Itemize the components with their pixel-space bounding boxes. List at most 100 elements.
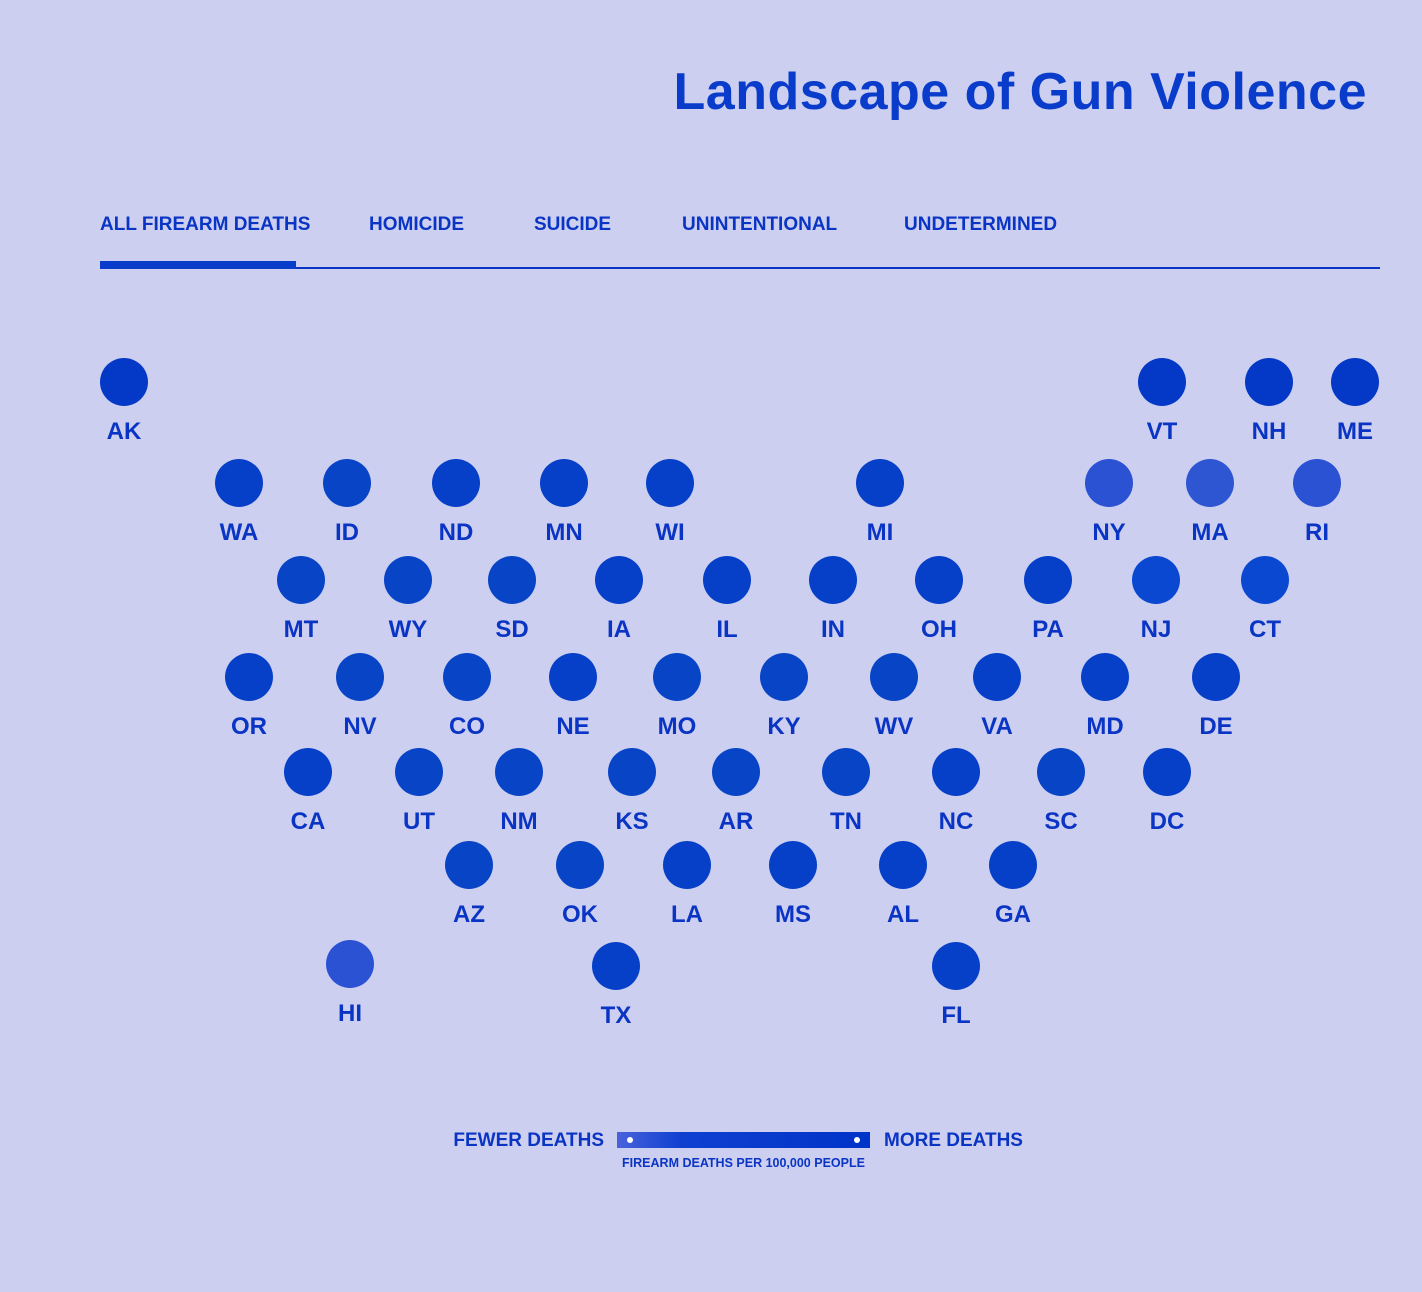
state-dot[interactable] xyxy=(1241,556,1289,604)
state-dot[interactable] xyxy=(432,459,480,507)
state-dot[interactable] xyxy=(100,358,148,406)
state-dot[interactable] xyxy=(973,653,1021,701)
state-tile-mi[interactable]: MI xyxy=(840,459,920,547)
tab-all-firearm-deaths[interactable]: ALL FIREARM DEATHS xyxy=(100,214,311,235)
tab-homicide[interactable]: HOMICIDE xyxy=(369,214,464,235)
state-dot[interactable] xyxy=(326,940,374,988)
state-tile-nc[interactable]: NC xyxy=(916,748,996,836)
state-tile-ky[interactable]: KY xyxy=(744,653,824,741)
state-tile-pa[interactable]: PA xyxy=(1008,556,1088,644)
state-dot[interactable] xyxy=(712,748,760,796)
state-tile-sd[interactable]: SD xyxy=(472,556,552,644)
state-dot[interactable] xyxy=(760,653,808,701)
state-tile-oh[interactable]: OH xyxy=(899,556,979,644)
state-dot[interactable] xyxy=(1186,459,1234,507)
state-tile-nd[interactable]: ND xyxy=(416,459,496,547)
state-tile-vt[interactable]: VT xyxy=(1122,358,1202,446)
state-tile-nm[interactable]: NM xyxy=(479,748,559,836)
state-tile-ne[interactable]: NE xyxy=(533,653,613,741)
state-dot[interactable] xyxy=(703,556,751,604)
state-tile-mt[interactable]: MT xyxy=(261,556,341,644)
state-tile-tn[interactable]: TN xyxy=(806,748,886,836)
state-tile-me[interactable]: ME xyxy=(1315,358,1395,446)
state-dot[interactable] xyxy=(1245,358,1293,406)
state-dot[interactable] xyxy=(1132,556,1180,604)
state-tile-az[interactable]: AZ xyxy=(429,841,509,929)
state-dot[interactable] xyxy=(323,459,371,507)
state-tile-ak[interactable]: AK xyxy=(84,358,164,446)
state-dot[interactable] xyxy=(277,556,325,604)
state-dot[interactable] xyxy=(336,653,384,701)
state-dot[interactable] xyxy=(809,556,857,604)
state-tile-ms[interactable]: MS xyxy=(753,841,833,929)
state-dot[interactable] xyxy=(870,653,918,701)
state-dot[interactable] xyxy=(932,942,980,990)
state-dot[interactable] xyxy=(445,841,493,889)
state-tile-ok[interactable]: OK xyxy=(540,841,620,929)
state-tile-ga[interactable]: GA xyxy=(973,841,1053,929)
state-tile-wy[interactable]: WY xyxy=(368,556,448,644)
tab-unintentional[interactable]: UNINTENTIONAL xyxy=(682,214,838,235)
state-tile-va[interactable]: VA xyxy=(957,653,1037,741)
state-dot[interactable] xyxy=(989,841,1037,889)
state-tile-il[interactable]: IL xyxy=(687,556,767,644)
state-tile-nh[interactable]: NH xyxy=(1229,358,1309,446)
state-tile-al[interactable]: AL xyxy=(863,841,943,929)
state-dot[interactable] xyxy=(443,653,491,701)
state-dot[interactable] xyxy=(1037,748,1085,796)
state-tile-dc[interactable]: DC xyxy=(1127,748,1207,836)
state-tile-hi[interactable]: HI xyxy=(310,940,390,1028)
state-tile-ma[interactable]: MA xyxy=(1170,459,1250,547)
state-dot[interactable] xyxy=(384,556,432,604)
state-tile-nj[interactable]: NJ xyxy=(1116,556,1196,644)
state-dot[interactable] xyxy=(915,556,963,604)
tab-undetermined[interactable]: UNDETERMINED xyxy=(904,214,1058,235)
state-tile-ny[interactable]: NY xyxy=(1069,459,1149,547)
state-dot[interactable] xyxy=(1081,653,1129,701)
state-dot[interactable] xyxy=(932,748,980,796)
state-dot[interactable] xyxy=(595,556,643,604)
state-dot[interactable] xyxy=(879,841,927,889)
state-tile-de[interactable]: DE xyxy=(1176,653,1256,741)
state-dot[interactable] xyxy=(215,459,263,507)
tab-suicide[interactable]: SUICIDE xyxy=(534,214,612,235)
state-dot[interactable] xyxy=(1085,459,1133,507)
state-dot[interactable] xyxy=(556,841,604,889)
state-dot[interactable] xyxy=(495,748,543,796)
state-tile-wa[interactable]: WA xyxy=(199,459,279,547)
state-tile-la[interactable]: LA xyxy=(647,841,727,929)
state-tile-ar[interactable]: AR xyxy=(696,748,776,836)
state-dot[interactable] xyxy=(225,653,273,701)
state-tile-in[interactable]: IN xyxy=(793,556,873,644)
state-tile-ut[interactable]: UT xyxy=(379,748,459,836)
state-dot[interactable] xyxy=(1138,358,1186,406)
state-dot[interactable] xyxy=(1331,358,1379,406)
state-dot[interactable] xyxy=(1143,748,1191,796)
state-tile-ca[interactable]: CA xyxy=(268,748,348,836)
state-tile-ks[interactable]: KS xyxy=(592,748,672,836)
state-dot[interactable] xyxy=(1024,556,1072,604)
state-dot[interactable] xyxy=(663,841,711,889)
state-tile-wi[interactable]: WI xyxy=(630,459,710,547)
state-dot[interactable] xyxy=(395,748,443,796)
state-dot[interactable] xyxy=(592,942,640,990)
state-dot[interactable] xyxy=(856,459,904,507)
state-tile-sc[interactable]: SC xyxy=(1021,748,1101,836)
state-tile-ia[interactable]: IA xyxy=(579,556,659,644)
state-dot[interactable] xyxy=(549,653,597,701)
state-tile-wv[interactable]: WV xyxy=(854,653,934,741)
state-tile-or[interactable]: OR xyxy=(209,653,289,741)
state-dot[interactable] xyxy=(540,459,588,507)
state-dot[interactable] xyxy=(608,748,656,796)
state-tile-fl[interactable]: FL xyxy=(916,942,996,1030)
state-dot[interactable] xyxy=(488,556,536,604)
state-tile-co[interactable]: CO xyxy=(427,653,507,741)
state-dot[interactable] xyxy=(769,841,817,889)
state-dot[interactable] xyxy=(1192,653,1240,701)
state-tile-ri[interactable]: RI xyxy=(1277,459,1357,547)
state-dot[interactable] xyxy=(1293,459,1341,507)
state-tile-tx[interactable]: TX xyxy=(576,942,656,1030)
state-dot[interactable] xyxy=(284,748,332,796)
state-dot[interactable] xyxy=(646,459,694,507)
state-tile-ct[interactable]: CT xyxy=(1225,556,1305,644)
